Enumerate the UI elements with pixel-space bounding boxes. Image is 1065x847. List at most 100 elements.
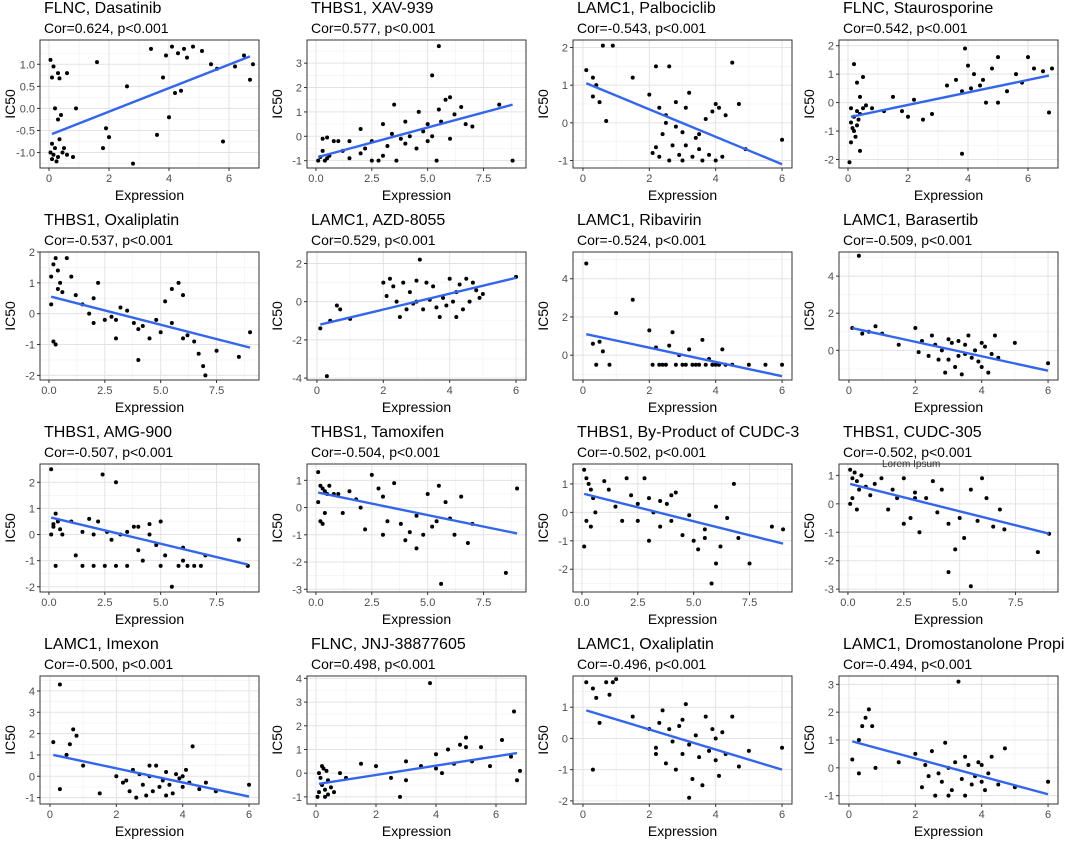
y-tick-label: -1 (25, 793, 35, 805)
data-point (968, 584, 973, 589)
regression-line (50, 516, 249, 566)
data-point (946, 793, 951, 798)
data-point (397, 314, 402, 319)
data-point (959, 372, 964, 377)
data-point (677, 723, 682, 728)
data-point (107, 135, 111, 140)
data-point (48, 57, 53, 62)
data-point (443, 97, 448, 102)
regression-line (50, 295, 251, 349)
y-tick-label: 0 (29, 771, 35, 783)
y-tick-label: -2 (25, 370, 35, 382)
data-point (50, 75, 54, 80)
data-point (956, 339, 961, 344)
regression-line (849, 482, 1050, 535)
y-tick-label: -1 (558, 536, 568, 548)
x-tick-label: 2.5 (896, 597, 911, 609)
data-point (780, 137, 785, 142)
data-point (80, 529, 85, 534)
x-tick-label: 4 (180, 809, 186, 821)
data-point (849, 120, 853, 125)
data-point (642, 476, 647, 481)
y-tick-label: 2 (562, 312, 568, 324)
data-point (503, 570, 508, 575)
scatter-plot: 0 2 4 6 -4 -2 0 2 Expression IC50 (269, 251, 527, 415)
data-point (169, 287, 174, 292)
scatter-panel: THBS1, XAV-939 Cor=0.577, p<0.001 0.0 2.5 5.… (267, 0, 533, 211)
data-point (630, 714, 635, 719)
x-tick-label: 2.5 (97, 385, 112, 397)
y-axis-label: IC50 (2, 89, 18, 119)
data-point (669, 493, 674, 498)
scatter-plot: 0 2 4 6 0 2 4 Expression IC50 (801, 251, 1059, 415)
data-point (380, 532, 385, 537)
data-point (51, 740, 56, 745)
data-point (49, 302, 54, 307)
data-point (102, 317, 107, 322)
x-tick-label: 4 (166, 173, 172, 185)
data-point (380, 494, 385, 499)
data-point (872, 481, 877, 486)
data-point (389, 131, 394, 136)
data-point (966, 763, 971, 768)
data-point (693, 135, 698, 140)
data-point (707, 152, 712, 157)
data-point (690, 154, 695, 159)
data-point (50, 141, 54, 146)
y-tick-label: 4 (29, 686, 35, 698)
data-point (477, 295, 482, 300)
data-point (464, 735, 468, 740)
x-axis-label: Expression (382, 823, 451, 839)
annotation-text: Lorem Ipsum (882, 459, 941, 470)
data-point (855, 80, 859, 85)
x-tick-label: 0 (580, 385, 586, 397)
data-point (986, 370, 991, 375)
x-tick-label: 2.5 (364, 173, 379, 185)
data-point (946, 570, 951, 575)
data-point (347, 156, 352, 161)
panel-correlation: Cor=0.577, p<0.001 (311, 20, 436, 36)
data-point (444, 303, 449, 308)
data-point (720, 730, 725, 735)
y-tick-label: 1 (562, 80, 568, 92)
data-point (467, 299, 472, 304)
data-point (966, 333, 971, 338)
data-point (917, 530, 922, 535)
data-point (680, 752, 685, 757)
data-point (939, 779, 944, 784)
y-tick-label: -2 (25, 582, 35, 594)
data-point (57, 137, 62, 142)
data-point (248, 77, 252, 82)
data-point (670, 143, 675, 148)
data-point (389, 775, 393, 780)
data-point (131, 161, 135, 166)
y-tick-label: 1 (828, 69, 834, 81)
data-point (113, 480, 118, 485)
data-point (710, 109, 715, 114)
panel-correlation: Cor=-0.507, p<0.001 (44, 444, 174, 460)
data-point (452, 112, 457, 117)
data-point (176, 563, 181, 568)
data-point (972, 72, 976, 77)
data-point (177, 776, 182, 781)
data-point (943, 370, 948, 375)
x-axis-label: Expression (115, 611, 184, 627)
plot-border (838, 675, 1059, 805)
data-point (713, 758, 718, 763)
x-tick-label: 0 (46, 173, 52, 185)
data-point (113, 336, 118, 341)
scatter-plot: 0 2 4 6 -1.0 -0.5 0.0 0.5 1.0 Expression IC50 (2, 39, 260, 203)
data-point (973, 348, 978, 353)
panel-correlation: Cor=-0.524, p<0.001 (577, 232, 707, 248)
data-point (163, 553, 168, 558)
data-point (185, 563, 190, 568)
x-tick-label: 0 (580, 173, 586, 185)
data-point (118, 305, 123, 310)
data-point (430, 134, 435, 139)
data-point (161, 75, 165, 80)
data-point (203, 780, 208, 785)
data-point (181, 558, 186, 563)
data-point (610, 43, 615, 48)
data-point (163, 299, 168, 304)
x-tick-label: 2 (113, 809, 119, 821)
